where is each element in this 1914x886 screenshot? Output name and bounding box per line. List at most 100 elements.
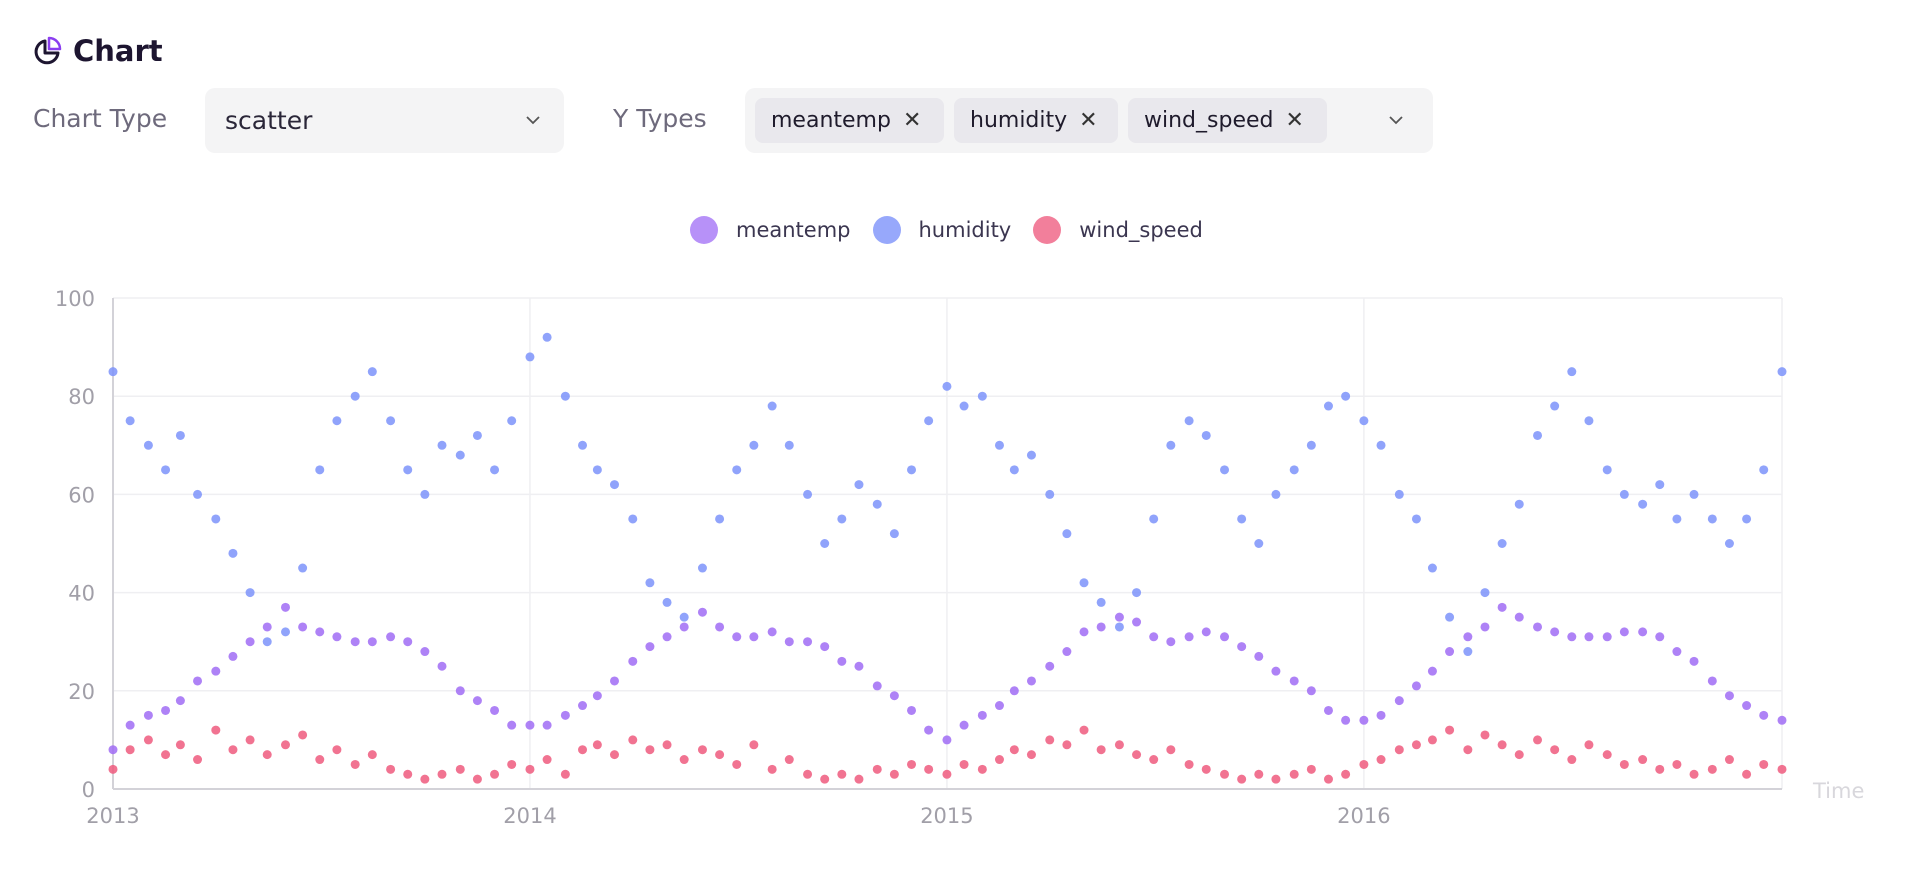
point-meantemp xyxy=(715,622,725,632)
legend-item-humidity[interactable]: humidity xyxy=(872,216,1012,244)
point-meantemp xyxy=(592,691,602,701)
point-meantemp xyxy=(143,710,153,720)
point-humidity xyxy=(1271,489,1281,499)
point-meantemp xyxy=(1533,622,1543,632)
point-wind-speed xyxy=(262,750,272,760)
point-wind-speed xyxy=(924,764,934,774)
point-wind-speed xyxy=(1672,759,1682,769)
point-meantemp xyxy=(1132,617,1142,627)
point-humidity xyxy=(872,499,882,509)
point-meantemp xyxy=(1254,651,1264,661)
point-meantemp xyxy=(1306,686,1316,696)
point-wind-speed xyxy=(662,740,672,750)
point-humidity xyxy=(298,563,308,573)
point-wind-speed xyxy=(1411,740,1421,750)
point-wind-speed xyxy=(942,769,952,779)
point-meantemp xyxy=(1602,632,1612,642)
point-wind-speed xyxy=(1497,740,1507,750)
point-humidity xyxy=(1707,514,1717,524)
point-wind-speed xyxy=(592,740,602,750)
point-meantemp xyxy=(211,666,221,676)
point-humidity xyxy=(1114,622,1124,632)
point-wind-speed xyxy=(1045,735,1055,745)
point-humidity xyxy=(1341,391,1351,401)
chart-type-select[interactable]: scatter xyxy=(205,88,564,153)
close-icon[interactable]: ✕ xyxy=(1285,108,1304,133)
point-wind-speed xyxy=(193,755,203,765)
point-wind-speed xyxy=(420,774,430,784)
point-meantemp xyxy=(228,651,238,661)
point-wind-speed xyxy=(1289,769,1299,779)
point-wind-speed xyxy=(211,725,221,735)
point-humidity xyxy=(803,489,813,499)
point-wind-speed xyxy=(697,745,707,755)
point-meantemp xyxy=(820,642,830,652)
point-meantemp xyxy=(560,710,570,720)
legend-item-meantemp[interactable]: meantemp xyxy=(690,216,851,244)
point-meantemp xyxy=(1514,612,1524,622)
chart-type-label: Chart Type xyxy=(33,104,168,133)
point-meantemp xyxy=(1359,715,1369,725)
point-humidity xyxy=(1602,465,1612,475)
point-meantemp xyxy=(1026,676,1036,686)
point-wind-speed xyxy=(1237,774,1247,784)
point-humidity xyxy=(732,465,742,475)
point-humidity xyxy=(1201,430,1211,440)
point-wind-speed xyxy=(386,764,396,774)
point-wind-speed xyxy=(560,769,570,779)
point-wind-speed xyxy=(1689,769,1699,779)
point-wind-speed xyxy=(1271,774,1281,784)
point-humidity xyxy=(924,416,934,426)
point-humidity xyxy=(662,597,672,607)
points xyxy=(108,332,1787,784)
point-humidity xyxy=(1638,499,1648,509)
axes: 0 20 40 60 80 100 2013 2014 2015 2016 xyxy=(55,287,1782,828)
point-wind-speed xyxy=(1114,740,1124,750)
point-humidity xyxy=(1689,489,1699,499)
point-humidity xyxy=(1096,597,1106,607)
point-wind-speed xyxy=(542,755,552,765)
point-meantemp xyxy=(697,607,707,617)
point-wind-speed xyxy=(994,755,1004,765)
point-meantemp xyxy=(245,637,255,647)
point-humidity xyxy=(1323,401,1333,411)
point-wind-speed xyxy=(437,769,447,779)
point-wind-speed xyxy=(767,764,777,774)
point-meantemp xyxy=(1062,647,1072,657)
point-wind-speed xyxy=(1567,755,1577,765)
legend-item-wind-speed[interactable]: wind_speed xyxy=(1033,216,1203,244)
point-humidity xyxy=(1220,465,1230,475)
point-humidity xyxy=(403,465,413,475)
point-meantemp xyxy=(1289,676,1299,686)
point-wind-speed xyxy=(1777,764,1787,774)
point-meantemp xyxy=(161,705,171,715)
point-humidity xyxy=(1359,416,1369,426)
point-meantemp xyxy=(1759,710,1769,720)
point-meantemp xyxy=(1742,701,1752,711)
point-meantemp xyxy=(1237,642,1247,652)
point-meantemp xyxy=(662,632,672,642)
point-meantemp xyxy=(1777,715,1787,725)
point-meantemp xyxy=(490,705,500,715)
close-icon[interactable]: ✕ xyxy=(902,108,922,133)
point-wind-speed xyxy=(715,750,725,760)
close-icon[interactable]: ✕ xyxy=(1079,108,1098,133)
point-meantemp xyxy=(108,745,118,755)
point-meantemp xyxy=(837,656,847,666)
point-meantemp xyxy=(1323,705,1333,715)
x-tick-label: 2014 xyxy=(503,804,556,828)
point-wind-speed xyxy=(1306,764,1316,774)
point-meantemp xyxy=(924,725,934,735)
point-humidity xyxy=(420,489,430,499)
point-meantemp xyxy=(1184,632,1194,642)
legend-dot xyxy=(690,216,718,244)
point-meantemp xyxy=(749,632,759,642)
point-wind-speed xyxy=(1394,745,1404,755)
point-meantemp xyxy=(1445,647,1455,657)
point-humidity xyxy=(1237,514,1247,524)
y-tick-label: 40 xyxy=(68,582,95,606)
chevron-down-icon xyxy=(1389,116,1403,125)
point-humidity xyxy=(386,416,396,426)
y-types-select[interactable]: meantemp ✕ humidity ✕ wind_speed ✕ xyxy=(745,88,1433,153)
legend-label: humidity xyxy=(918,218,1012,242)
